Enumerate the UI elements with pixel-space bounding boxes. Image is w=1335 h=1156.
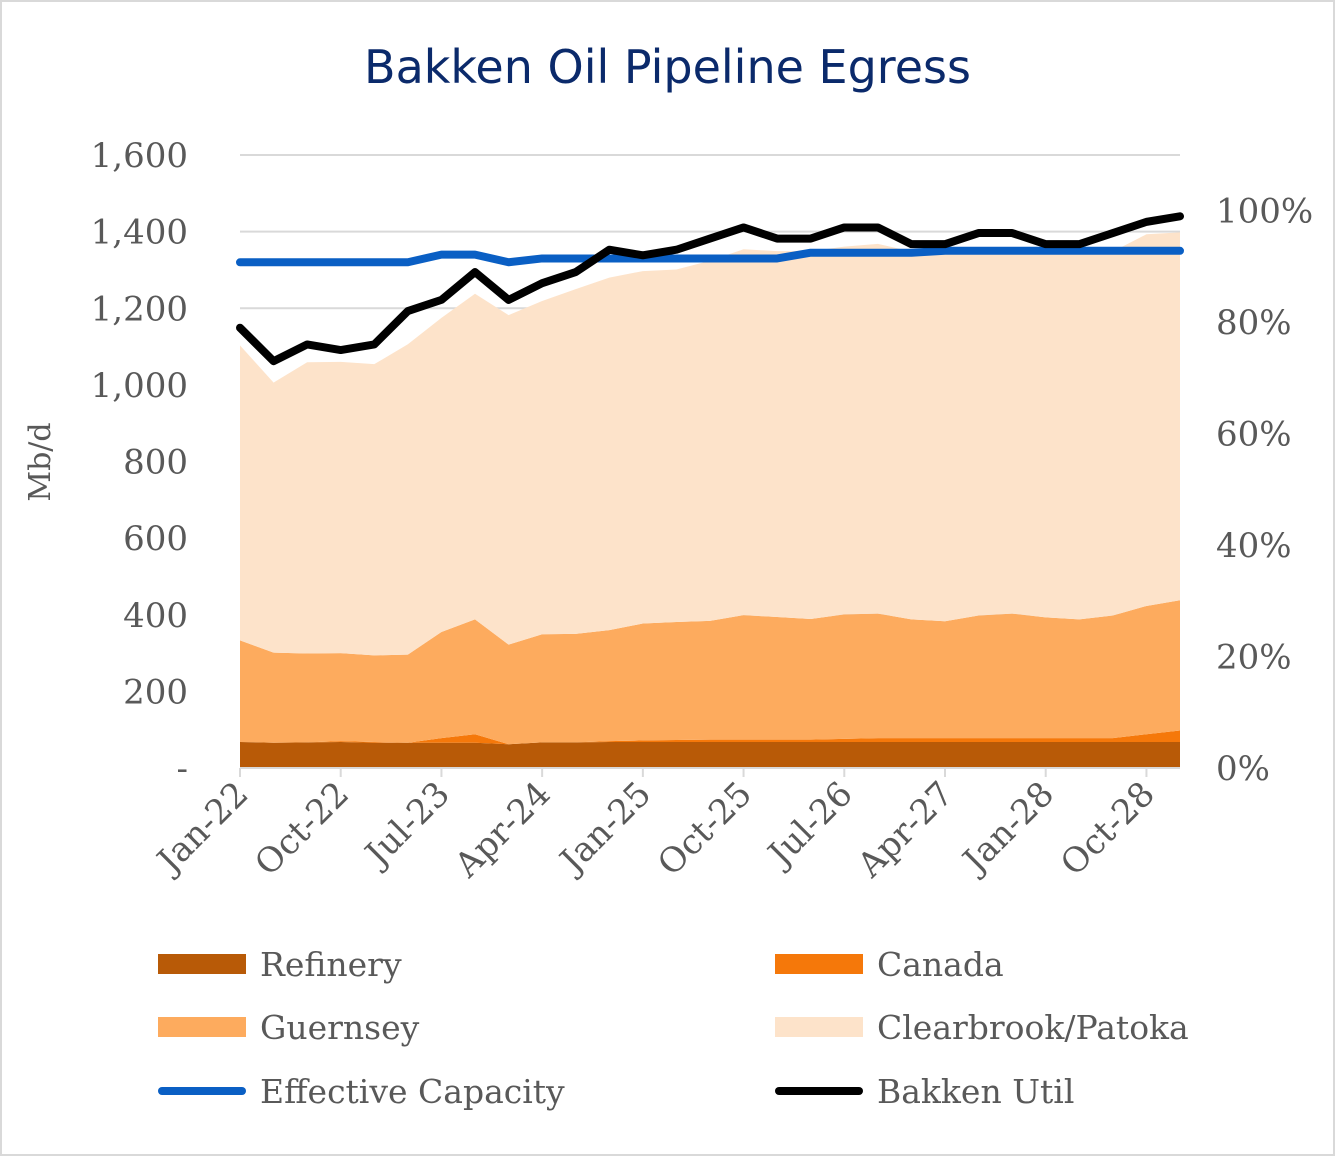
y-tick-label: 1,200	[91, 289, 188, 329]
area-clearbrook-patoka	[240, 232, 1180, 656]
y-tick-label: 200	[123, 672, 188, 712]
y2-tick-label: 40%	[1216, 526, 1292, 566]
y2-tick-label: 60%	[1216, 415, 1292, 455]
y-tick-label: 400	[123, 596, 188, 636]
area-guernsey	[240, 600, 1180, 745]
legend-swatch	[775, 954, 863, 974]
y2-tick-label: 100%	[1216, 192, 1313, 232]
legend-label: Guernsey	[260, 1007, 420, 1047]
legend-swatch	[158, 954, 246, 974]
y-tick-label: 600	[123, 519, 188, 559]
y-tick-label: 1,600	[91, 136, 188, 176]
x-tick-label: Apr-27	[849, 774, 961, 886]
y-tick-label: 800	[123, 443, 188, 483]
legend-label: Clearbrook/Patoka	[877, 1007, 1189, 1047]
y-axis-title: Mb/d	[23, 422, 58, 501]
y-tick-label: -	[177, 749, 189, 789]
legend-swatch	[775, 1087, 863, 1095]
legend-item: Refinery	[158, 944, 402, 984]
x-tick-label: Oct-25	[650, 774, 760, 884]
y2-tick-label: 0%	[1216, 749, 1270, 789]
x-tick-label: Jul-26	[759, 774, 861, 876]
x-tick-label: Jan-22	[148, 774, 257, 883]
chart-title: Bakken Oil Pipeline Egress	[364, 40, 971, 94]
legend-swatch	[775, 1017, 863, 1037]
x-tick-label: Jan-25	[551, 774, 660, 883]
area-canada	[240, 730, 1180, 745]
legend-swatch	[158, 1087, 246, 1095]
legend-item: Bakken Util	[775, 1071, 1074, 1111]
legend-swatch	[158, 1017, 246, 1037]
area-refinery	[240, 741, 1180, 768]
y2-tick-label: 80%	[1216, 303, 1292, 343]
legend-item: Clearbrook/Patoka	[775, 1007, 1189, 1047]
x-tick-label: Jan-28	[953, 774, 1062, 883]
x-tick-label: Oct-22	[247, 774, 357, 884]
legend-label: Canada	[877, 944, 1004, 984]
x-tick-label: Apr-24	[447, 774, 559, 886]
y-tick-label: 1,400	[91, 213, 188, 253]
legend-item: Guernsey	[158, 1007, 419, 1047]
legend-item: Effective Capacity	[158, 1071, 565, 1111]
legend-label: Bakken Util	[877, 1071, 1075, 1111]
line-bakken-util	[236, 212, 1184, 366]
y2-tick-label: 20%	[1216, 638, 1292, 678]
x-tick-label: Oct-28	[1053, 774, 1163, 884]
y-tick-label: 1,000	[91, 366, 188, 406]
legend-item: Canada	[775, 944, 1004, 984]
legend-label: Refinery	[260, 944, 402, 984]
legend-label: Effective Capacity	[260, 1071, 565, 1111]
x-tick-label: Jul-23	[356, 774, 458, 876]
line-effective-capacity	[236, 246, 1184, 267]
